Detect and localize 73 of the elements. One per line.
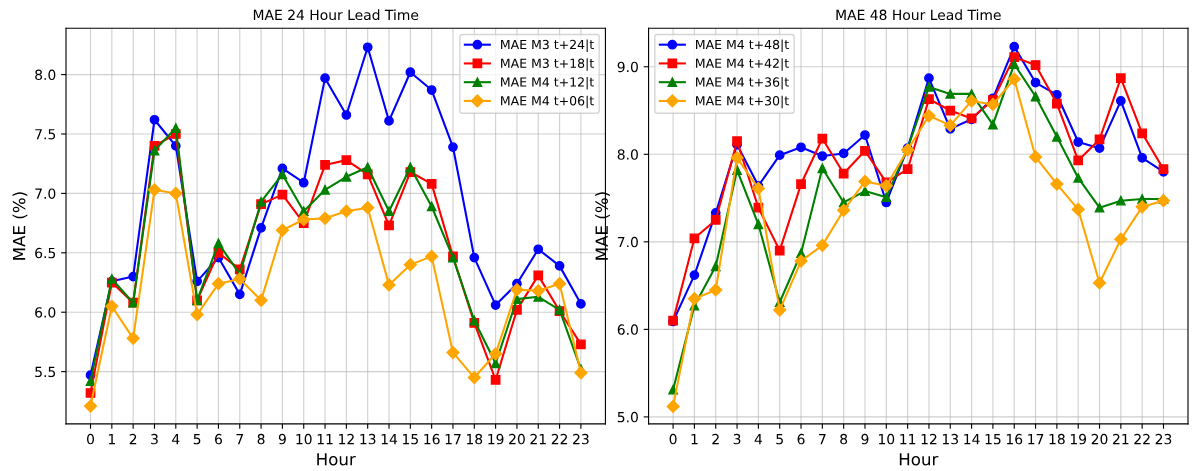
x-tick-label: 21 (530, 433, 546, 445)
x-tick-label: 9 (278, 433, 286, 445)
x-tick-label: 3 (733, 433, 741, 445)
x-tick-label: 23 (1155, 433, 1172, 445)
x-tick-label: 18 (466, 433, 483, 445)
x-tick-label: 22 (551, 433, 568, 445)
x-tick-label: 19 (488, 433, 504, 445)
x-tick-label: 12 (339, 433, 354, 445)
x-axis-title: Hour (317, 453, 356, 466)
x-tick-label: 18 (1049, 433, 1065, 445)
legend-label: MAE M4 t+48|t (696, 39, 789, 53)
x-tick-label: 10 (879, 433, 895, 445)
x-tick-label: 8 (840, 433, 848, 445)
y-tick-label: 5.5 (35, 366, 56, 378)
x-tick-label: 0 (669, 433, 677, 445)
y-tick-label: 8.0 (35, 69, 56, 81)
x-tick-label: 13 (360, 433, 376, 445)
x-tick-label: 0 (87, 433, 95, 445)
x-tick-label: 7 (236, 434, 243, 445)
chart-title: MAE 48 Hour Lead Time (836, 9, 1001, 21)
legend-label: MAE M4 t+36|t (696, 77, 789, 90)
y-tick-label: 6.0 (35, 307, 56, 318)
x-tick-label: 1 (108, 434, 115, 445)
x-tick-label: 4 (754, 434, 763, 445)
x-tick-label: 6 (215, 433, 222, 445)
legend-label: MAE M3 t+24|t (501, 39, 594, 53)
x-tick-label: 5 (193, 434, 201, 445)
x-tick-label: 13 (942, 433, 958, 445)
x-tick-label: 16 (1006, 433, 1023, 445)
x-tick-label: 8 (257, 433, 265, 445)
x-tick-label: 11 (900, 434, 916, 445)
y-tick-label: 9.0 (617, 61, 638, 73)
x-tick-label: 17 (445, 434, 461, 445)
x-tick-label: 14 (381, 434, 398, 445)
x-tick-label: 20 (1091, 433, 1108, 445)
legend-label: MAE M4 t+42|t (696, 58, 789, 71)
x-tick-label: 4 (172, 434, 180, 445)
x-tick-label: 23 (573, 433, 589, 445)
x-tick-label: 3 (151, 433, 158, 445)
x-tick-label: 16 (424, 433, 440, 445)
x-tick-label: 5 (776, 434, 783, 445)
x-tick-label: 17 (1028, 434, 1044, 445)
x-tick-label: 9 (861, 433, 869, 445)
y-axis-title: MAE (%) (595, 192, 610, 260)
x-axis-title: Hour (899, 453, 939, 466)
x-tick-label: 21 (1113, 433, 1129, 445)
legend-label: MAE M4 t+30|t (696, 95, 789, 109)
x-tick-label: 2 (129, 433, 137, 445)
legend-label: MAE M4 t+06|t (501, 95, 594, 109)
chart-title: MAE 24 Hour Lead Time (253, 9, 419, 21)
y-tick-label: 5.0 (617, 411, 638, 423)
x-tick-label: 1 (691, 434, 698, 445)
x-tick-label: 22 (1134, 433, 1150, 445)
x-tick-label: 15 (403, 434, 418, 445)
legend-label: MAE M4 t+12|t (501, 77, 594, 90)
x-tick-label: 2 (712, 433, 719, 445)
y-tick-label: 6.5 (35, 247, 56, 259)
y-tick-label: 7.5 (35, 129, 56, 140)
y-tick-label: 7.0 (617, 236, 638, 248)
y-axis-title: MAE (%) (12, 192, 28, 260)
x-tick-label: 11 (317, 434, 333, 445)
x-tick-label: 10 (296, 433, 312, 445)
x-tick-label: 15 (985, 434, 1001, 445)
legend-label: MAE M3 t+18|t (501, 58, 594, 71)
y-tick-label: 7.0 (35, 188, 56, 199)
y-tick-label: 8.0 (617, 149, 638, 160)
x-tick-label: 12 (921, 433, 937, 445)
x-tick-label: 20 (509, 433, 525, 445)
y-tick-label: 6.0 (617, 324, 638, 335)
x-tick-label: 14 (964, 434, 980, 445)
x-tick-label: 7 (819, 434, 826, 445)
x-tick-label: 6 (797, 433, 805, 445)
x-tick-label: 19 (1070, 433, 1087, 445)
